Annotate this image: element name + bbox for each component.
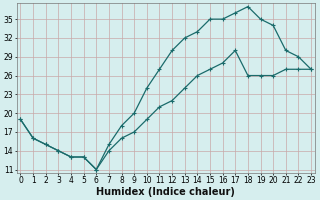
X-axis label: Humidex (Indice chaleur): Humidex (Indice chaleur) [96, 187, 235, 197]
